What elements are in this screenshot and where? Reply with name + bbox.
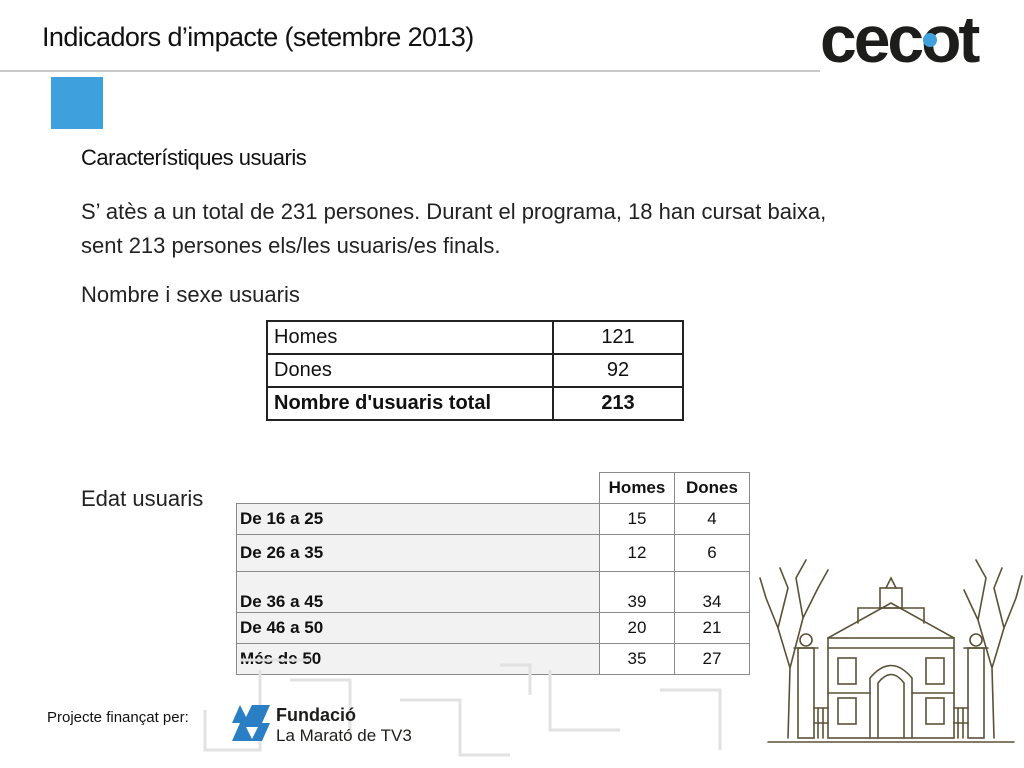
table-row: Homes 121 — [266, 320, 684, 355]
logo-dot-icon — [923, 33, 937, 47]
summary-paragraph: S’ atès a un total de 231 persones. Dura… — [81, 195, 981, 263]
dones-value: 4 — [674, 503, 750, 535]
marato-text: La Marató de TV3 — [276, 726, 412, 745]
table-row: De 26 a 35 12 6 — [236, 534, 750, 572]
page-title: Indicadors d’impacte (setembre 2013) — [42, 22, 474, 52]
cecot-logo: cecot — [820, 4, 983, 68]
fundacio-text: Fundació — [276, 705, 356, 725]
header-blank — [237, 473, 600, 504]
table-row: Dones 92 — [266, 353, 684, 388]
total-label: Nombre d'usuaris total — [266, 386, 554, 421]
table-row: De 16 a 25 15 4 — [236, 503, 750, 535]
dones-value: 34 — [674, 571, 750, 613]
dones-value: 6 — [674, 534, 750, 572]
age-label: De 26 a 35 — [236, 534, 600, 572]
homes-value: 15 — [599, 503, 675, 535]
row-value: 92 — [552, 353, 684, 388]
table-row: De 46 a 50 20 21 — [236, 612, 750, 644]
row-value: 121 — [552, 320, 684, 355]
table-row: De 36 a 45 39 34 — [236, 571, 750, 613]
gender-table: Homes 121 Dones 92 Nombre d'usuaris tota… — [266, 320, 684, 421]
header-homes: Homes — [599, 472, 675, 504]
dones-value: 27 — [674, 643, 750, 675]
age-header-row: Homes Dones — [237, 472, 750, 504]
total-value: 213 — [552, 386, 684, 421]
fundacio-marato-logo: Fundació La Marató de TV3 — [232, 705, 412, 745]
dones-value: 21 — [674, 612, 750, 644]
blue-accent-square — [51, 77, 103, 129]
funding-label: Projecte finançat per: — [47, 709, 189, 726]
age-table: Homes Dones De 16 a 25 15 4 De 26 a 35 1… — [236, 472, 750, 675]
gender-subheading: Nombre i sexe usuaris — [81, 282, 300, 307]
section-heading: Característiques usuaris — [81, 145, 307, 170]
age-label: De 16 a 25 — [236, 503, 600, 535]
row-label: Dones — [266, 353, 554, 388]
age-label: De 46 a 50 — [236, 612, 600, 644]
age-label: Més de 50 — [236, 643, 600, 675]
age-label: De 36 a 45 — [236, 571, 600, 613]
age-subheading: Edat usuaris — [81, 486, 204, 511]
title-divider — [0, 70, 820, 72]
paragraph-line-1: S’ atès a un total de 231 persones. Dura… — [81, 199, 827, 224]
table-row: Més de 50 35 27 — [236, 643, 750, 675]
marato-mark-icon — [232, 705, 270, 741]
homes-value: 39 — [599, 571, 675, 613]
homes-value: 35 — [599, 643, 675, 675]
building-sketch-illustration — [759, 559, 1023, 743]
header-dones: Dones — [674, 472, 750, 504]
row-label: Homes — [266, 320, 554, 355]
logo-text: cecot — [820, 4, 980, 68]
homes-value: 12 — [599, 534, 675, 572]
total-row: Nombre d'usuaris total 213 — [266, 386, 684, 421]
homes-value: 20 — [599, 612, 675, 644]
paragraph-line-2: sent 213 persones els/les usuaris/es fin… — [81, 233, 501, 258]
